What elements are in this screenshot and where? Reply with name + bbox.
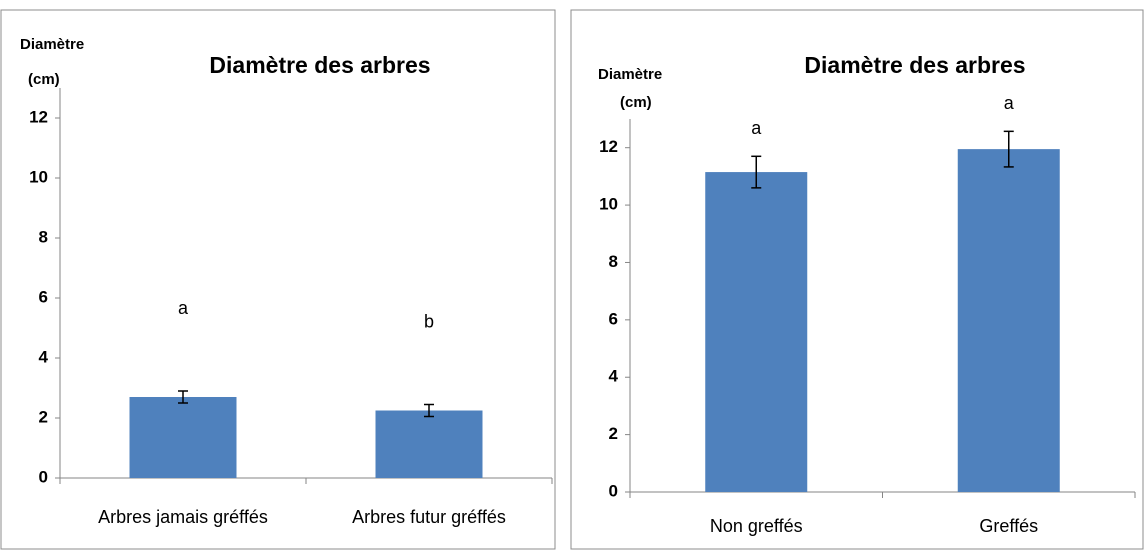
y-tick-label: 6 bbox=[39, 287, 48, 306]
y-axis-label: (cm) bbox=[620, 94, 652, 111]
y-axis-label: (cm) bbox=[28, 71, 60, 88]
y-axis-label: Diamètre bbox=[20, 36, 84, 53]
y-tick-label: 0 bbox=[39, 467, 48, 486]
x-tick-label: Non greffés bbox=[710, 516, 803, 536]
y-tick-label: 10 bbox=[29, 167, 48, 186]
significance-letter: a bbox=[178, 298, 189, 318]
y-tick-label: 8 bbox=[609, 252, 618, 271]
y-tick-label: 12 bbox=[29, 107, 48, 126]
chart-title: Diamètre des arbres bbox=[209, 52, 430, 78]
chart-title: Diamètre des arbres bbox=[804, 52, 1025, 78]
x-tick-label: Greffés bbox=[979, 516, 1038, 536]
x-tick-label: Arbres jamais gréffés bbox=[98, 507, 268, 527]
y-tick-label: 12 bbox=[599, 137, 618, 156]
y-axis-label: Diamètre bbox=[598, 66, 662, 83]
y-tick-label: 10 bbox=[599, 195, 618, 214]
bar bbox=[957, 149, 1060, 492]
bar bbox=[375, 410, 483, 478]
y-tick-label: 6 bbox=[609, 309, 618, 328]
y-tick-label: 4 bbox=[609, 367, 619, 386]
x-tick-label: Arbres futur gréffés bbox=[352, 507, 506, 527]
bar bbox=[129, 397, 237, 478]
significance-letter: a bbox=[1004, 93, 1015, 113]
y-tick-label: 2 bbox=[39, 407, 48, 426]
y-tick-label: 0 bbox=[609, 481, 618, 500]
significance-letter: a bbox=[751, 118, 762, 138]
significance-letter: b bbox=[424, 311, 434, 331]
y-tick-label: 2 bbox=[609, 424, 618, 443]
y-tick-label: 4 bbox=[39, 347, 49, 366]
y-tick-label: 8 bbox=[39, 227, 48, 246]
bar bbox=[705, 172, 808, 493]
